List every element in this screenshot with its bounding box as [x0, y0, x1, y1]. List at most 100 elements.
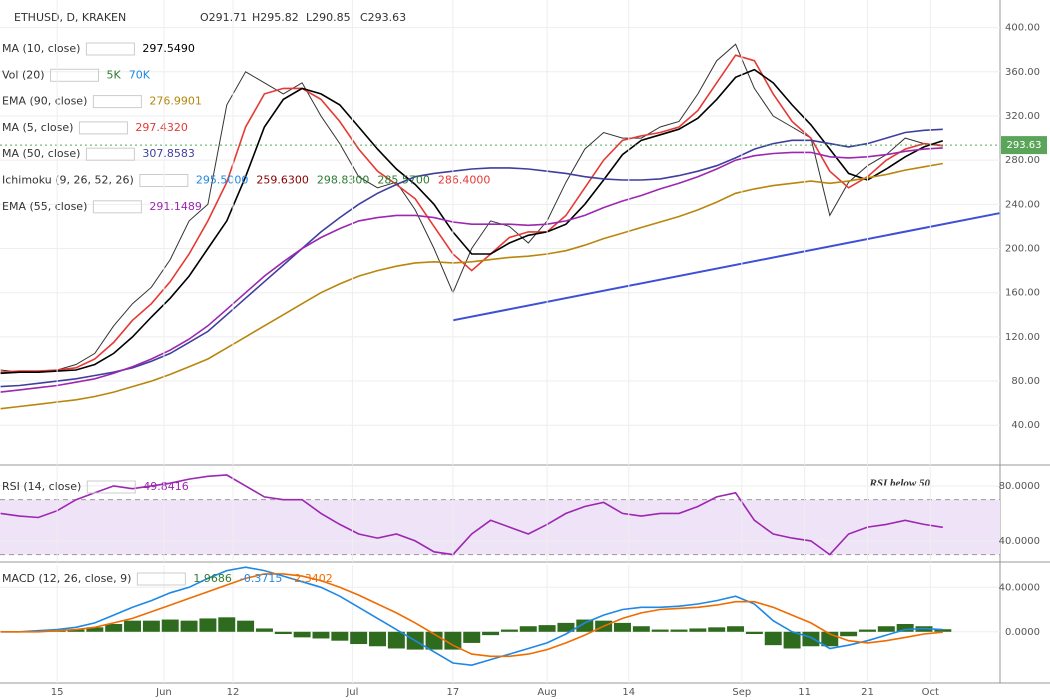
histogram-bar: [218, 617, 236, 632]
series-line: [0, 162, 943, 410]
histogram-bar: [86, 627, 104, 632]
price-tag-label: 293.63: [1007, 140, 1042, 151]
histogram-bar: [255, 628, 273, 632]
histogram-bar: [538, 625, 556, 632]
x-tick-label: Oct: [922, 687, 939, 698]
y-tick-label: 200.00: [1005, 244, 1040, 255]
legend-value: 295.5000: [196, 174, 249, 187]
x-tick-label: 15: [51, 687, 64, 698]
y-tick-label: 320.00: [1005, 111, 1040, 122]
rsi-band: [0, 499, 1000, 555]
legend-value: 286.4000: [438, 174, 491, 187]
histogram-bar: [142, 620, 160, 632]
legend-value: 49.8416: [143, 480, 189, 493]
x-tick-label: Jul: [345, 687, 358, 698]
series-line: [0, 54, 943, 373]
histogram-bar: [350, 631, 368, 645]
legend-name: MA (10, close): [2, 42, 80, 55]
series-line: [0, 147, 943, 393]
ohlc-low: L290.85: [306, 11, 351, 24]
y-tick-label: 240.00: [1005, 199, 1040, 210]
histogram-bar: [614, 622, 631, 632]
histogram-bar: [840, 631, 858, 637]
histogram-bar: [463, 631, 481, 643]
legend-icons: [85, 42, 135, 56]
histogram-bar: [651, 629, 669, 632]
legend-value: 276.9901: [149, 95, 202, 108]
x-tick-label: 11: [798, 687, 811, 698]
histogram-bar: [802, 631, 820, 647]
histogram-bar: [727, 626, 745, 632]
legend-icons: [50, 68, 100, 82]
histogram-bar: [500, 629, 518, 632]
legend-value: 307.8583: [142, 147, 195, 160]
legend-icons: [78, 121, 128, 135]
x-tick-label: Sep: [732, 687, 751, 698]
legend-value: -0.3715: [240, 572, 282, 585]
legend-value: 5K: [107, 68, 122, 81]
histogram-bar: [199, 618, 217, 632]
y-tick-label: 40.0000: [999, 582, 1040, 593]
histogram-bar: [482, 631, 500, 636]
legend-icons: [92, 95, 142, 109]
legend-name: Vol (20): [2, 68, 45, 81]
y-tick-label: 400.00: [1005, 23, 1040, 34]
series-line: [0, 566, 943, 667]
histogram-bar: [877, 626, 895, 632]
histogram-bar: [293, 631, 311, 638]
y-tick-label: 160.00: [1005, 288, 1040, 299]
y-tick-label: 40.00: [1011, 420, 1040, 431]
histogram-bar: [161, 619, 179, 632]
legend-name: EMA (90, close): [2, 95, 87, 108]
x-tick-label: Aug: [537, 687, 557, 698]
x-tick-label: 12: [227, 687, 240, 698]
y-tick-label: 120.00: [1005, 332, 1040, 343]
histogram-bar: [312, 631, 330, 639]
histogram-bar: [180, 620, 198, 632]
legend-value: 297.4320: [135, 121, 188, 134]
histogram-bar: [896, 624, 914, 632]
histogram-bar: [557, 622, 575, 632]
legend-value: 259.6300: [256, 174, 309, 187]
legend-icons: [136, 572, 186, 586]
histogram-bar: [934, 629, 952, 632]
legend-value: 291.1489: [149, 200, 202, 213]
legend-name: MA (50, close): [2, 147, 80, 160]
legend-value: 297.5490: [142, 42, 195, 55]
y-tick-label: 40.0000: [999, 536, 1040, 547]
legend-icons: [92, 200, 142, 214]
histogram-bar: [519, 626, 537, 632]
y-tick-label: 0.0000: [1005, 627, 1040, 638]
x-tick-label: Jun: [155, 687, 172, 698]
histogram-bar: [632, 626, 650, 632]
legend-name: Ichimoku (9, 26, 52, 26): [2, 174, 134, 187]
histogram-bar: [67, 629, 85, 632]
price-tag: [1001, 136, 1047, 155]
histogram-bar: [783, 631, 801, 649]
ohlc-open: O291.71: [200, 11, 247, 24]
legend-value: 298.8300: [317, 174, 370, 187]
trend-line: [452, 212, 1000, 322]
symbol-title: ETHUSD, D, KRAKEN: [14, 11, 126, 24]
histogram-bar: [764, 631, 782, 646]
x-tick-label: 21: [861, 687, 874, 698]
series-line: [0, 573, 943, 658]
legend-icons: [86, 480, 136, 494]
legend-name: EMA (55, close): [2, 200, 87, 213]
histogram-bar: [369, 631, 386, 647]
annotation: RSI below 50: [868, 478, 930, 490]
histogram-bar: [576, 619, 594, 632]
legend-icons: [85, 147, 135, 161]
series-line: [0, 128, 943, 388]
y-tick-label: 360.00: [1005, 67, 1040, 78]
legend-value: 285.5700: [377, 174, 430, 187]
histogram-bar: [689, 628, 707, 632]
histogram-bar: [274, 631, 292, 635]
y-tick-label: 280.00: [1005, 155, 1040, 166]
histogram-bar: [444, 631, 462, 650]
histogram-bar: [387, 631, 405, 649]
histogram-bar: [708, 627, 726, 632]
histogram-bar: [124, 620, 142, 632]
series-line: [0, 43, 943, 373]
